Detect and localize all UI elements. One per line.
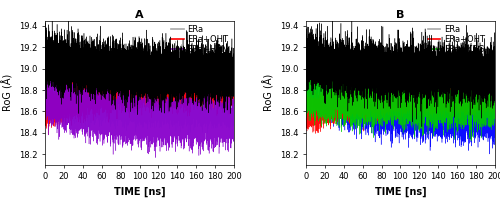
ERa+QRM (84, 73, 89, 76)
ERa+K7G (314, 89, 320, 91)
ERa (54, 61, 60, 64)
X-axis label: TIME [ns]: TIME [ns] (374, 187, 426, 197)
ERa (197, 112, 203, 115)
ERa (42, 57, 48, 60)
ERa+HPN (221, 108, 227, 110)
ERa+K7G (311, 86, 317, 88)
ERa+OHT (436, 59, 442, 61)
ERa (304, 37, 310, 39)
ERa+OHT (221, 71, 227, 73)
ERa+EGCG (486, 153, 492, 155)
ERa+QRM (43, 86, 49, 88)
ERa+HPN (44, 60, 50, 63)
ERa+OHT (313, 132, 319, 135)
ERa+HPN (79, 104, 85, 106)
Y-axis label: RoG (Å): RoG (Å) (2, 74, 13, 111)
ERa+HPN (134, 107, 140, 110)
Line: ERa: ERa (306, 38, 495, 112)
ERa+OHT (79, 108, 85, 110)
ERa+EGCG (314, 109, 320, 111)
ERa+HPN (54, 106, 60, 109)
ERa+HPN (50, 119, 56, 121)
ERa (466, 110, 472, 113)
ERa+QRM (50, 104, 56, 106)
ERa (46, 26, 52, 29)
ERa+K7G (482, 117, 488, 119)
Title: B: B (396, 10, 404, 20)
ERa+QRM (79, 94, 85, 97)
Title: A: A (135, 10, 144, 20)
ERa+K7G (468, 140, 474, 142)
ERa (340, 73, 346, 75)
ERa+OHT (134, 87, 140, 90)
ERa+EGCG (303, 71, 309, 74)
ERa+QRM (54, 105, 60, 107)
Line: ERa+OHT: ERa+OHT (306, 60, 495, 133)
ERa+OHT (482, 100, 488, 103)
ERa+QRM (231, 106, 237, 109)
ERa (79, 69, 85, 71)
ERa+EGCG (492, 124, 498, 126)
Line: ERa+HPN: ERa+HPN (45, 61, 234, 158)
ERa+OHT (311, 103, 317, 106)
ERa (303, 60, 309, 62)
ERa (311, 68, 317, 70)
ERa (50, 71, 56, 73)
ERa+K7G (303, 89, 309, 91)
ERa+EGCG (482, 95, 488, 98)
ERa+EGCG (396, 107, 402, 109)
ERa+K7G (476, 60, 482, 63)
ERa (304, 53, 310, 55)
ERa+OHT (50, 102, 56, 105)
X-axis label: TIME [ns]: TIME [ns] (114, 187, 166, 197)
ERa+QRM (42, 107, 48, 109)
ERa+K7G (304, 92, 310, 95)
ERa+EGCG (340, 102, 346, 104)
ERa+OHT (224, 56, 230, 59)
ERa (482, 70, 488, 73)
ERa+EGCG (304, 59, 310, 61)
ERa+HPN (42, 105, 48, 108)
ERa+OHT (45, 133, 51, 136)
ERa (492, 61, 498, 63)
ERa+K7G (492, 85, 498, 88)
ERa (314, 60, 320, 63)
ERa (221, 60, 227, 62)
Line: ERa: ERa (45, 28, 234, 114)
Legend: ERa, ERa+OHT, ERa+HPN, ERa+QRM: ERa, ERa+OHT, ERa+HPN, ERa+QRM (170, 23, 232, 66)
ERa+QRM (221, 107, 227, 109)
ERa+EGCG (309, 52, 315, 55)
ERa (134, 68, 140, 70)
Line: ERa+QRM: ERa+QRM (45, 75, 234, 135)
Line: ERa+EGCG: ERa+EGCG (306, 54, 495, 154)
ERa+QRM (185, 133, 191, 136)
ERa+OHT (43, 114, 49, 116)
ERa+OHT (42, 122, 48, 124)
ERa+HPN (43, 87, 49, 89)
ERa+OHT (340, 95, 346, 97)
Y-axis label: RoG (Å): RoG (Å) (262, 74, 274, 111)
ERa+OHT (314, 102, 320, 104)
ERa (43, 70, 49, 72)
ERa+QRM (134, 112, 140, 114)
Line: ERa+K7G: ERa+K7G (306, 61, 495, 141)
ERa (231, 68, 237, 71)
ERa+OHT (303, 114, 309, 116)
ERa+EGCG (311, 89, 317, 91)
ERa+OHT (396, 103, 402, 105)
ERa+HPN (152, 156, 158, 159)
Line: ERa+OHT: ERa+OHT (45, 57, 234, 135)
Legend: ERa, ERa+OHT, ERa+K7G, ERa+EGCG: ERa, ERa+OHT, ERa+K7G, ERa+EGCG (426, 23, 492, 66)
ERa+K7G (396, 91, 402, 93)
ERa+K7G (340, 112, 346, 115)
ERa+HPN (231, 119, 237, 122)
ERa+OHT (304, 120, 310, 123)
ERa+OHT (54, 121, 60, 123)
ERa+OHT (231, 101, 237, 103)
ERa+OHT (492, 95, 498, 97)
ERa (396, 57, 402, 59)
